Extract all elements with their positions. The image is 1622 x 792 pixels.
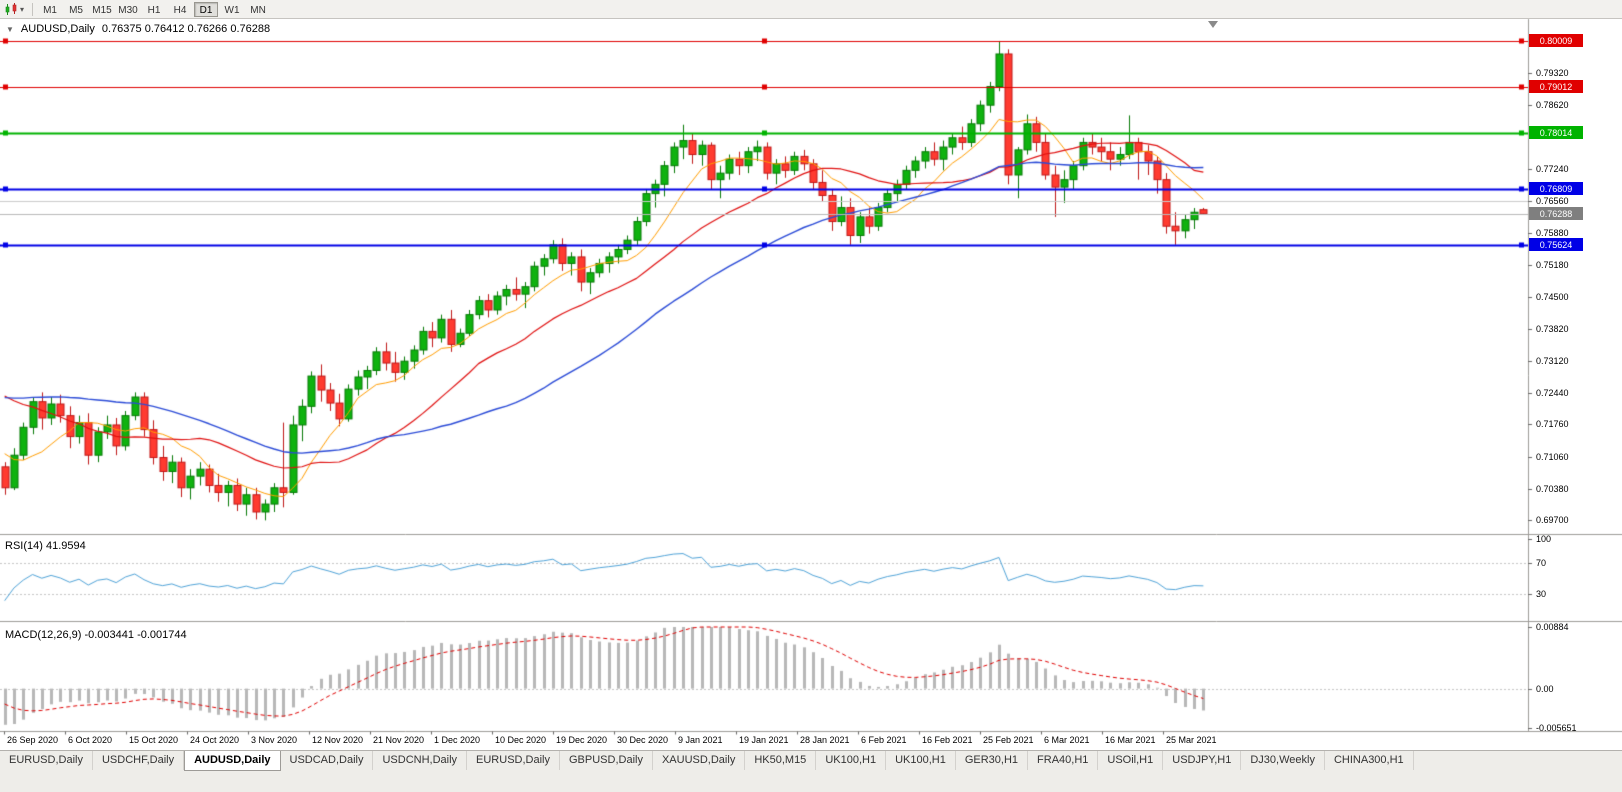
price-axis-label: 0.75880 — [1536, 227, 1569, 238]
price-axis-label: 0.71760 — [1536, 419, 1569, 430]
timeframe-button-mn[interactable]: MN — [250, 4, 266, 16]
chart-tab[interactable]: GBPUSD,Daily — [560, 751, 653, 770]
date-axis-label: 25 Mar 2021 — [1166, 735, 1217, 745]
chart-tab[interactable]: FRA40,H1 — [1028, 751, 1099, 770]
date-axis-label: 28 Jan 2021 — [800, 735, 850, 745]
price-level-badge: 0.78014 — [1529, 126, 1583, 140]
date-axis-label: 21 Nov 2020 — [373, 735, 425, 745]
timeframe-button-w1[interactable]: W1 — [224, 4, 240, 16]
date-axis-label: 1 Dec 2020 — [434, 735, 481, 745]
macd-indicator-label: MACD(12,26,9) -0.003441 -0.001744 — [5, 629, 187, 641]
chart-tab[interactable]: HK50,M15 — [745, 751, 817, 770]
chart-tab[interactable]: XAUUSD,Daily — [653, 751, 746, 770]
price-axis-label: 0.78620 — [1536, 100, 1569, 111]
chart-tab[interactable]: USDCHF,Daily — [93, 751, 185, 770]
date-axis-label: 6 Feb 2021 — [861, 735, 907, 745]
timeframe-button-m1[interactable]: M1 — [43, 4, 57, 16]
price-level-badge: 0.80009 — [1529, 33, 1583, 47]
date-axis-label: 9 Jan 2021 — [678, 735, 723, 745]
date-axis-label: 24 Oct 2020 — [190, 735, 240, 745]
timeframe-button-m30[interactable]: M30 — [118, 4, 138, 16]
date-axis-label: 15 Oct 2020 — [129, 735, 179, 745]
date-axis-label: 19 Jan 2021 — [739, 735, 789, 745]
rsi-axis-label: 100 — [1536, 534, 1552, 544]
price-axis-label: 0.74500 — [1536, 291, 1569, 302]
chart-tab[interactable]: UK100,H1 — [816, 751, 887, 770]
date-axis-label: 6 Mar 2021 — [1044, 735, 1090, 745]
pane-splitter-rsi[interactable] — [0, 532, 1622, 537]
price-axis-label: 0.79320 — [1536, 67, 1569, 78]
macd-axis-label: 0.00884 — [1536, 622, 1569, 632]
timeframe-button-h4[interactable]: H4 — [173, 4, 187, 16]
chart-ohlc-header: ▼ AUDUSD,Daily 0.76375 0.76412 0.76266 0… — [6, 23, 270, 35]
chart-tab[interactable]: USDCNH,Daily — [373, 751, 468, 770]
collapse-arrow-icon[interactable]: ▼ — [6, 24, 14, 34]
chart-tab[interactable]: USOil,H1 — [1098, 751, 1164, 770]
price-axis-label: 0.70380 — [1536, 483, 1569, 494]
chart-tab-bar: EURUSD,Daily USDCHF,Daily AUDUSD,Daily USDC… — [0, 750, 1622, 792]
price-level-badge: 0.75624 — [1529, 237, 1583, 251]
rsi-axis-label: 30 — [1536, 589, 1547, 600]
price-axis-label: 0.73120 — [1536, 356, 1569, 367]
date-axis-label: 12 Nov 2020 — [312, 735, 364, 745]
date-axis-label: 30 Dec 2020 — [617, 735, 669, 745]
timeframe-button-d1[interactable]: D1 — [194, 1, 219, 17]
timeframe-button-m5[interactable]: M5 — [69, 4, 83, 16]
pane-splitter-macd[interactable] — [0, 619, 1622, 624]
bid-price-badge: 0.76288 — [1529, 206, 1583, 220]
chart-tab[interactable]: GER30,H1 — [956, 751, 1029, 770]
price-axis-label: 0.72440 — [1536, 387, 1569, 398]
price-level-badge: 0.76809 — [1529, 182, 1583, 196]
date-axis-label: 6 Oct 2020 — [68, 735, 113, 745]
price-axis-label: 0.69700 — [1536, 515, 1569, 526]
chart-tab[interactable]: AUDUSD,Daily — [184, 751, 281, 771]
date-axis-label: 25 Feb 2021 — [983, 735, 1034, 745]
timeframe-buttons: M1 M5 M15 M30 H1 H4 D1 W1 MN — [38, 1, 270, 17]
price-level-badge: 0.79012 — [1529, 79, 1583, 93]
timeframe-button-m15[interactable]: M15 — [92, 4, 112, 16]
chart-shift-marker-icon[interactable] — [1208, 21, 1218, 28]
macd-axis-label: 0.00 — [1536, 683, 1554, 694]
chart-tab[interactable]: CHINA300,H1 — [1325, 751, 1414, 770]
price-axis-label: 0.77240 — [1536, 164, 1569, 175]
date-axis-label: 19 Dec 2020 — [556, 735, 608, 745]
macd-axis-label: -0.005651 — [1536, 723, 1577, 733]
toolbar-separator — [32, 2, 34, 16]
chart-tab[interactable]: USDJPY,H1 — [1163, 751, 1242, 770]
rsi-axis-label: 70 — [1536, 557, 1547, 568]
candlestick-chart-type-icon[interactable] — [4, 2, 19, 16]
chart-type-dropdown-icon[interactable]: ▾ — [20, 4, 25, 14]
date-axis-label: 10 Dec 2020 — [495, 735, 547, 745]
date-axis-label: 16 Feb 2021 — [922, 735, 973, 745]
price-axis-label: 0.75180 — [1536, 260, 1569, 271]
chart-ohlc-values: 0.76375 0.76412 0.76266 0.76288 — [101, 23, 271, 35]
rsi-indicator-label: RSI(14) 41.9594 — [5, 540, 86, 552]
chart-tab[interactable]: DJ30,Weekly — [1241, 751, 1325, 770]
chart-tab[interactable]: USDCAD,Daily — [281, 751, 374, 770]
chart-tab[interactable]: UK100,H1 — [886, 751, 956, 770]
chart-tab[interactable]: EURUSD,Daily — [0, 751, 93, 770]
chart-symbol-period: AUDUSD,Daily — [20, 23, 95, 35]
price-axis-label: 0.73820 — [1536, 323, 1569, 334]
price-axis-label: 0.76560 — [1536, 196, 1569, 207]
price-axis-label: 0.71060 — [1536, 452, 1569, 463]
timeframe-button-h1[interactable]: H1 — [147, 4, 161, 16]
timeframe-toolbar: ▾ M1 M5 M15 M30 H1 H4 D1 W1 MN — [0, 0, 1622, 19]
chart-tab[interactable]: EURUSD,Daily — [467, 751, 560, 770]
date-axis-label: 16 Mar 2021 — [1105, 735, 1156, 745]
date-axis-label: 26 Sep 2020 — [7, 735, 59, 745]
date-axis-label: 3 Nov 2020 — [251, 735, 298, 745]
